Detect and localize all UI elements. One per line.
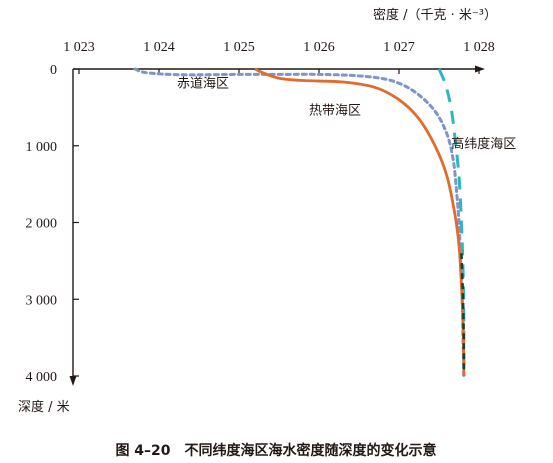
high-latitude-label: 高纬度海区 (451, 136, 516, 152)
tropical-label: 热带海区 (309, 103, 361, 118)
x-tick-label: 1 024 (143, 40, 175, 55)
y-axis-title: 深度 / 米 (18, 399, 70, 415)
y-tick-label: 4 000 (26, 370, 58, 385)
x-axis-arrow (475, 65, 485, 73)
series-layer (133, 67, 466, 378)
y-tick-label: 0 (50, 63, 57, 78)
x-axis-title: 密度 /（千克 · 米⁻³） (373, 7, 497, 23)
y-axis-arrow (69, 376, 77, 386)
x-tick-label: 1 028 (463, 40, 495, 55)
x-tick-label: 1 026 (303, 40, 335, 55)
high-latitude-curve (437, 68, 466, 377)
axis-ticks: 1 023 1 024 1 025 1 026 1 027 1 028 0 1 000 2 00… (26, 40, 495, 385)
equatorial-label: 赤道海区 (177, 76, 229, 91)
x-tick-label: 1 023 (63, 40, 95, 55)
x-tick-label: 1 027 (383, 40, 415, 55)
y-tick-label: 3 000 (26, 293, 58, 308)
figure-caption: 图 4–20 不同纬度海区海水密度随深度的变化示意 (115, 442, 436, 459)
x-tick-label: 1 025 (223, 40, 255, 55)
y-tick-label: 2 000 (26, 217, 58, 232)
y-tick-label: 1 000 (26, 140, 58, 155)
deep-water-converged-segment (460, 253, 466, 373)
